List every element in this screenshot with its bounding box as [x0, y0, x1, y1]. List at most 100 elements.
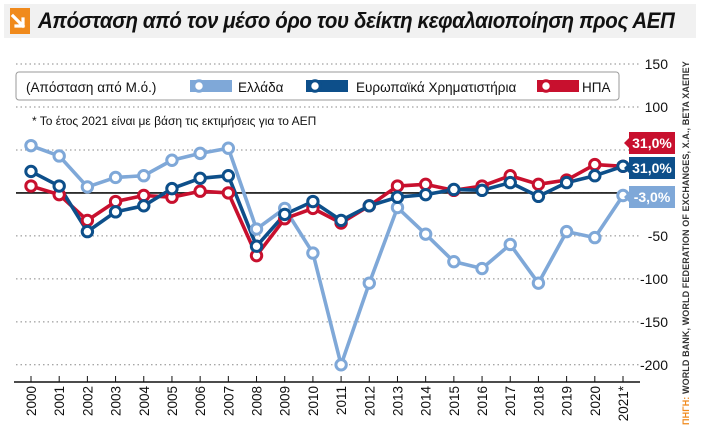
data-point: [80, 224, 95, 239]
grid-lines: [16, 63, 640, 366]
data-point: [447, 254, 461, 269]
data-point: [588, 157, 602, 172]
data-point: [249, 239, 264, 253]
data-point: [80, 213, 95, 228]
y-tick-label: 100: [645, 99, 669, 115]
data-point: [24, 164, 38, 179]
y-tick-label: -100: [640, 271, 668, 287]
end-label-pointer: [624, 137, 630, 149]
legend-marker: [308, 79, 322, 93]
title-bar: Απόσταση από τον μέσο όρο του δείκτη κεφ…: [4, 4, 696, 38]
x-tick-label: 2005: [165, 386, 180, 416]
x-tick-label: 2000: [24, 386, 39, 416]
legend-items: Ελλάδα Ευρωπαϊκά Χρηματιστήρια ΗΠΑ: [190, 79, 611, 95]
data-point: [531, 177, 546, 192]
data-point: [306, 194, 320, 209]
x-tick-label: 2012: [362, 386, 377, 416]
y-tick-label: -50: [648, 228, 668, 244]
data-point: [221, 169, 236, 183]
end-label-box: [629, 157, 675, 179]
x-axis: 2000 2001 2002 2003 2004 2005 2006 2007 2008 2009…: [14, 376, 640, 421]
data-point: [588, 169, 602, 183]
data-point: [503, 175, 517, 190]
end-label-text: 31,0%: [632, 160, 672, 176]
x-tick-label: 2014: [419, 386, 434, 417]
x-tick-label: 2010: [306, 386, 321, 416]
data-point: [390, 190, 405, 204]
data-point: [418, 187, 433, 202]
data-point: [221, 186, 236, 200]
data-point: [137, 169, 151, 183]
end-label-text: -3,0%: [634, 189, 671, 205]
legend-marker: [192, 79, 206, 93]
x-tick-label: 2004: [137, 386, 152, 417]
data-point: [362, 276, 376, 290]
data-point: [108, 170, 123, 185]
legend-label: ΗΠΑ: [582, 80, 611, 95]
source-text: WORLD BANK, WORLD FEDERATION OF EXCHANGE…: [681, 61, 691, 394]
x-tick-label: 2007: [221, 386, 236, 416]
data-point: [165, 153, 179, 167]
x-tick-label: 2020: [588, 386, 603, 416]
legend-label: Ευρωπαϊκά Χρηματιστήρια: [356, 80, 516, 95]
data-point: [80, 180, 95, 194]
data-point: [108, 205, 123, 219]
data-point: [137, 199, 151, 213]
end-label-box: [629, 132, 675, 154]
data-point: [531, 276, 546, 290]
data-point: [475, 261, 489, 276]
data-point: [24, 138, 38, 153]
legend-marker: [539, 79, 553, 93]
data-point: [475, 183, 489, 198]
data-point: [418, 227, 433, 241]
y-axis: 150 100 -50 -100 -150 -200: [640, 56, 668, 373]
legend-label: Ελλάδα: [238, 80, 284, 95]
source-credit: ΠΗΓΗ: WORLD BANK, WORLD FEDERATION OF EX…: [681, 61, 691, 425]
x-tick-label: 2013: [390, 386, 405, 416]
data-point: [306, 246, 320, 260]
data-point: [531, 189, 546, 204]
x-tick-label: 2018: [531, 386, 546, 416]
data-point: [447, 182, 461, 197]
x-tick-label: 2002: [80, 386, 95, 416]
data-point: [503, 237, 517, 252]
data-point: [193, 184, 207, 198]
data-point: [588, 230, 602, 245]
data-point: [249, 222, 264, 236]
end-label-box: [629, 186, 675, 208]
x-tick-label: 2008: [250, 386, 265, 416]
chart-note: * Το έτος 2021 είναι με βάση τις εκτιμήσ…: [32, 114, 316, 128]
series-line: [30, 162, 624, 258]
chart-title: Απόσταση από τον μέσο όρο του δείκτη κεφ…: [38, 8, 675, 33]
data-point: [221, 141, 236, 155]
x-tick-label: 2011: [334, 386, 349, 415]
arrow-down-right-icon: [10, 8, 30, 34]
end-label-pointer: [624, 191, 630, 203]
y-tick-label: -150: [640, 314, 668, 330]
data-point: [362, 199, 376, 213]
data-point: [559, 224, 574, 239]
end-label-pointer: [624, 162, 630, 174]
data-point: [24, 179, 38, 193]
series-line: [30, 143, 625, 367]
x-tick-label: 2003: [109, 386, 124, 416]
data-point: [193, 146, 207, 161]
legend-title: (Απόσταση από Μ.ό.): [26, 80, 156, 95]
series-layer: [24, 138, 630, 372]
data-point: [334, 213, 348, 228]
data-point: [165, 181, 179, 196]
x-tick-label: 2015: [447, 386, 462, 416]
x-tick-label: 2021*: [616, 385, 631, 421]
data-point: [52, 149, 66, 163]
x-tick-label: 2006: [193, 386, 208, 416]
x-tick-label: 2016: [475, 386, 490, 416]
data-point: [278, 207, 292, 222]
x-tick-label: 2019: [560, 386, 575, 416]
data-point: [193, 171, 207, 186]
x-tick-label: 2001: [52, 386, 67, 416]
series-line: [30, 164, 624, 249]
data-point: [390, 179, 405, 193]
y-tick-label: 150: [645, 56, 669, 72]
source-label: ΠΗΓΗ:: [681, 396, 691, 425]
